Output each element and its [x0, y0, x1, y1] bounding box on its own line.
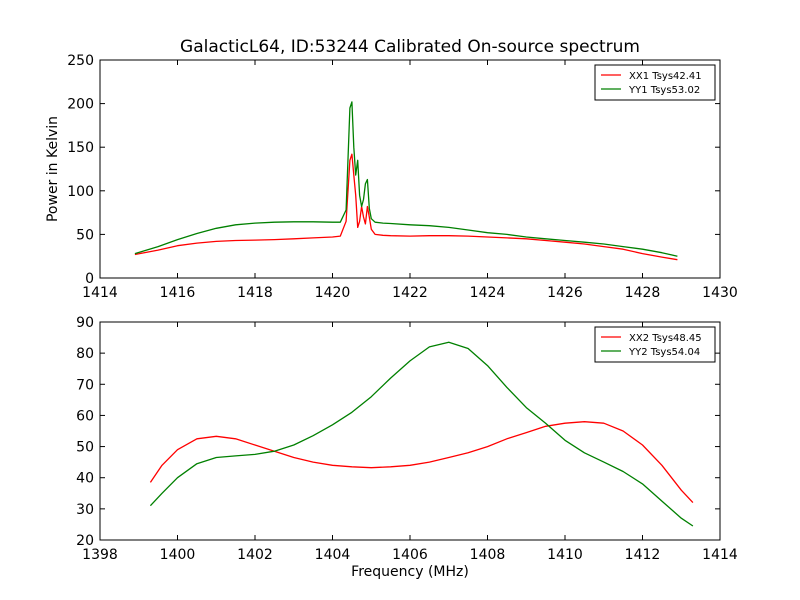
y-tick-label: 50: [76, 227, 94, 243]
y-tick-label: 250: [67, 53, 94, 69]
x-tick-label: 1416: [160, 285, 196, 301]
x-tick-label: 1422: [392, 285, 428, 301]
x-tick-label: 1414: [82, 285, 118, 301]
y-tick-label: 50: [76, 440, 94, 456]
x-tick-label: 1424: [470, 285, 506, 301]
series-line-1-2: [134, 101, 678, 257]
x-tick-label: 1410: [547, 547, 583, 563]
x-tick-label: 1414: [702, 547, 738, 563]
y-tick-label: 0: [85, 271, 94, 287]
x-tick-label: 1426: [547, 285, 583, 301]
series-line-2-1: [149, 421, 694, 504]
y-tick-label: 200: [67, 97, 94, 113]
y-tick-label: 30: [76, 502, 94, 518]
y-tick-label: 60: [76, 408, 94, 424]
legend-box-1: [594, 64, 716, 101]
y-tick-label: 100: [67, 184, 94, 200]
chart-title: GalacticL64, ID:53244 Calibrated On-sour…: [180, 37, 640, 57]
x-tick-label: 1418: [237, 285, 273, 301]
y-tick-label: 40: [76, 471, 94, 487]
legend-entry-1: XX2 Tsys48.45: [629, 333, 702, 344]
x-tick-label: 1420: [315, 285, 351, 301]
x-tick-label: 1398: [82, 547, 118, 563]
x-tick-label: 1430: [702, 285, 738, 301]
x-axis-label: Frequency (MHz): [351, 564, 469, 580]
y-tick-label: 70: [76, 377, 94, 393]
y-tick-label: 90: [76, 315, 94, 331]
y-tick-label: 20: [76, 533, 94, 549]
x-tick-label: 1408: [470, 547, 506, 563]
series-line-2-2: [149, 341, 694, 527]
y-tick-label: 80: [76, 346, 94, 362]
x-tick-label: 1428: [625, 285, 661, 301]
legend-entry-2: YY2 Tsys54.04: [628, 347, 700, 358]
legend-entry-2: YY1 Tsys53.02: [628, 85, 700, 96]
x-tick-label: 1406: [392, 547, 428, 563]
x-tick-label: 1404: [315, 547, 351, 563]
y-tick-label: 150: [67, 140, 94, 156]
legend-box-2: [594, 326, 716, 363]
legend-entry-1: XX1 Tsys42.41: [629, 71, 702, 82]
series-line-1-1: [134, 153, 678, 261]
x-tick-label: 1400: [160, 547, 196, 563]
y-axis-label: Power in Kelvin: [45, 116, 61, 222]
x-tick-label: 1412: [625, 547, 661, 563]
x-tick-label: 1402: [237, 547, 273, 563]
